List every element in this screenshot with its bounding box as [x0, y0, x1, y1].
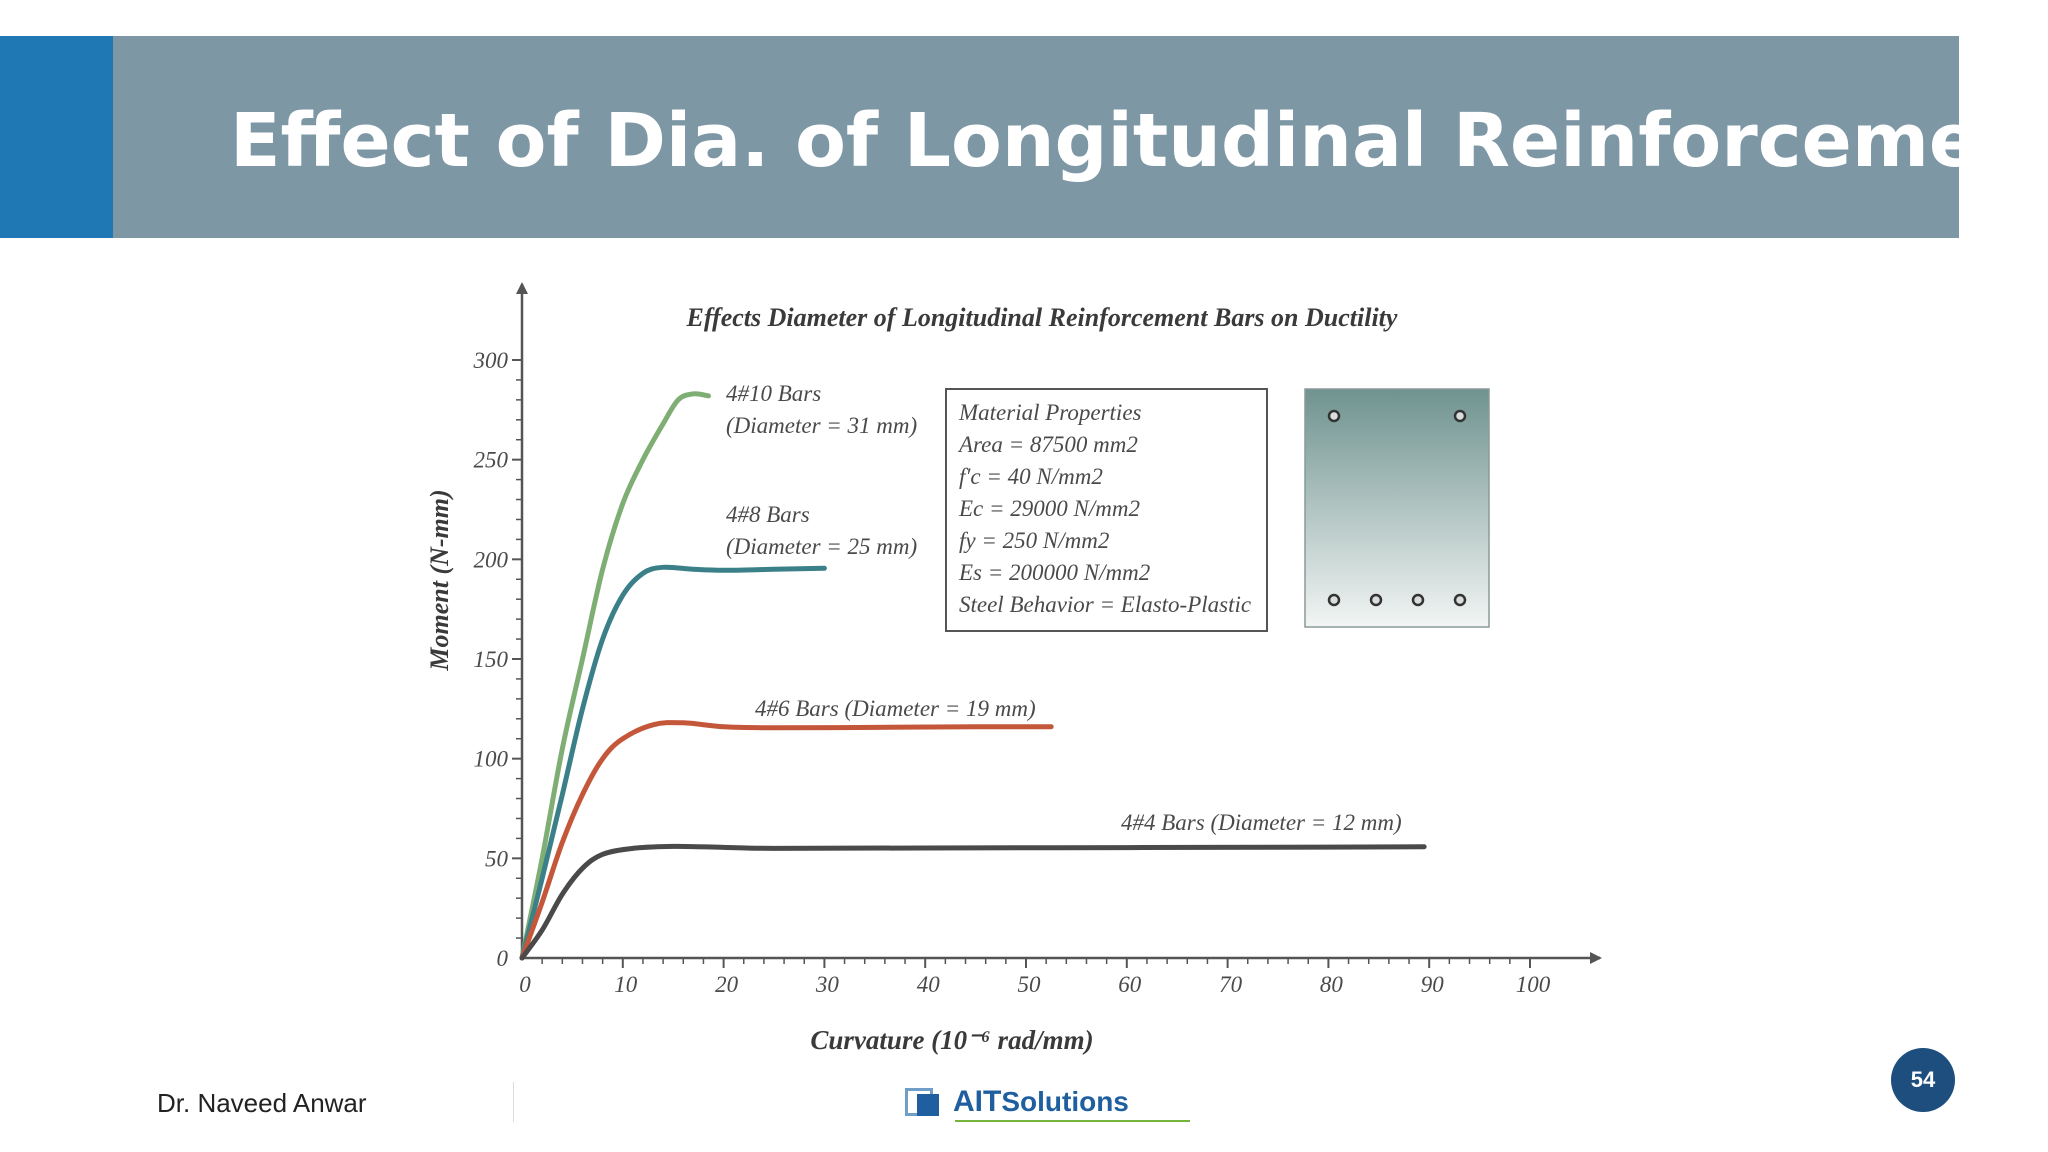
- top-rebar: [1327, 409, 1341, 423]
- axis-ticks: [512, 359, 1531, 968]
- y-tick-label: 250: [474, 448, 509, 473]
- footer-separator: [513, 1082, 514, 1122]
- ait-logo-icon: [905, 1084, 945, 1120]
- x-axis-label: Curvature (10⁻⁶ rad/mm): [810, 1025, 1093, 1055]
- material-properties-box: [945, 388, 1268, 632]
- y-tick-label: 300: [473, 348, 509, 373]
- rebar-dots: [1327, 409, 1467, 607]
- material-line-steel: Steel Behavior = Elasto-Plastic: [959, 592, 1251, 617]
- ait-solutions-logo: AIT Solutions: [905, 1082, 1190, 1122]
- x-tick-label: 50: [1018, 972, 1042, 997]
- x-tick-label: 80: [1320, 972, 1344, 997]
- y-tick-label: 0: [497, 946, 509, 971]
- material-line-ec: Ec = 29000 N/mm2: [958, 496, 1140, 521]
- title-bar: [0, 36, 1959, 238]
- material-line-es: Es = 200000 N/mm2: [958, 560, 1150, 585]
- y-tick-label: 200: [474, 547, 509, 572]
- bottom-rebar: [1411, 593, 1425, 607]
- x-tick-label: 30: [815, 972, 840, 997]
- series-label-4x10-line2: (Diameter = 31 mm): [726, 413, 917, 438]
- y-tick-label: 50: [485, 846, 509, 871]
- x-tick-label: 40: [917, 972, 941, 997]
- series-label-4x4: 4#4 Bars (Diameter = 12 mm): [1121, 810, 1402, 835]
- series-line-1: [519, 564, 827, 961]
- page-number-badge: 54: [1891, 1048, 1955, 1112]
- series-label-4x10-line1: 4#10 Bars: [726, 381, 821, 406]
- series-label-4x8-line2: (Diameter = 25 mm): [726, 534, 917, 559]
- series-line-3: [519, 843, 1427, 961]
- x-tick-label: 10: [614, 972, 638, 997]
- series-label-4x6: 4#6 Bars (Diameter = 19 mm): [755, 696, 1036, 721]
- x-tick-label: 60: [1118, 972, 1142, 997]
- y-tick-label: 100: [474, 747, 509, 772]
- series-layer: [519, 391, 1427, 961]
- y-axis-label: Moment (N-mm): [425, 489, 454, 671]
- x-tick-label: 100: [1516, 972, 1551, 997]
- logo-solutions-text: Solutions: [1001, 1086, 1129, 1117]
- material-properties-text: Material Properties Area = 87500 mm2 f′c…: [957, 400, 1251, 617]
- material-line-fy: fy = 250 N/mm2: [959, 528, 1109, 553]
- x-tick-label: 20: [715, 972, 739, 997]
- series-line-2: [519, 720, 1054, 961]
- y-tick-label: 150: [474, 647, 509, 672]
- bottom-rebar: [1327, 593, 1341, 607]
- title-accent-block: [0, 36, 113, 238]
- logo-underline: [955, 1120, 1190, 1122]
- series-label-4x8-line1: 4#8 Bars: [726, 502, 810, 527]
- bottom-rebar: [1453, 593, 1467, 607]
- slide-title: Effect of Dia. of Longitudinal Reinforce…: [230, 98, 2048, 184]
- material-line-heading: Material Properties: [958, 400, 1142, 425]
- material-line-fc: f′c = 40 N/mm2: [959, 464, 1103, 489]
- x-tick-label: 0: [519, 972, 531, 997]
- axis-tick-labels: 0 10 20 30 40 50 60 70 80 90 100 0 50 100 150 200 250 300: [473, 348, 1551, 997]
- logo-ait-text: AIT: [953, 1085, 1002, 1118]
- x-tick-label: 90: [1421, 972, 1445, 997]
- material-line-area: Area = 87500 mm2: [957, 432, 1138, 457]
- bottom-rebar: [1369, 593, 1383, 607]
- top-rebar: [1453, 409, 1467, 423]
- author-name: Dr. Naveed Anwar: [157, 1088, 367, 1118]
- section-diagram: [1304, 388, 1490, 628]
- x-tick-label: 70: [1219, 972, 1243, 997]
- series-line-0: [519, 391, 711, 961]
- chart-title: Effects Diameter of Longitudinal Reinfor…: [686, 303, 1398, 332]
